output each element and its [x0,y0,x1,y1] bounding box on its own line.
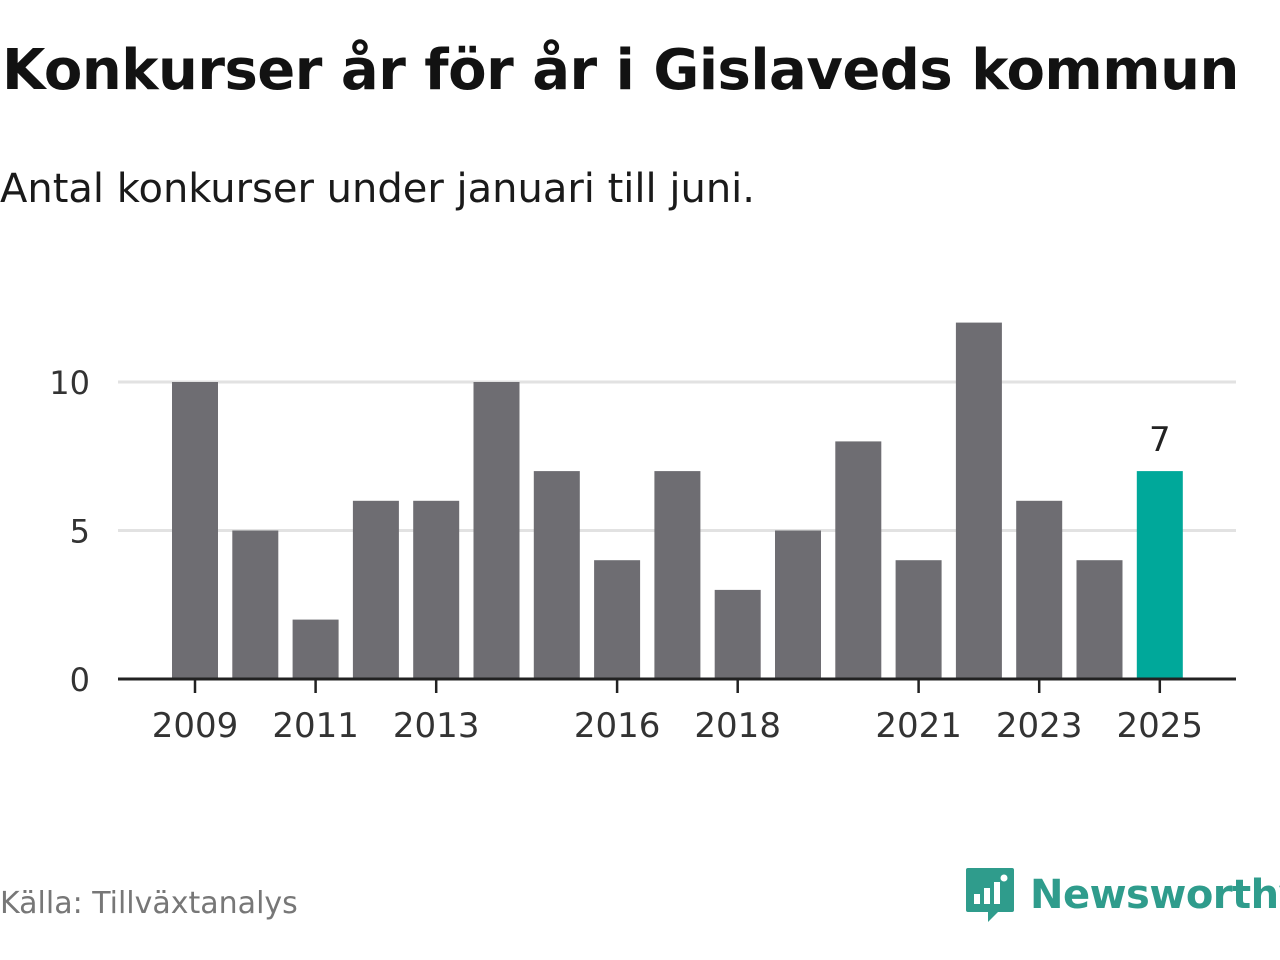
bar-2022 [955,322,1002,679]
bar-2012 [352,500,399,679]
y-tick-label: 0 [70,661,90,699]
x-tick-label: 2023 [996,706,1083,746]
source-note: Källa: Tillväxtanalys [0,886,298,921]
y-axis-labels: 0 5 10 [49,364,90,699]
bar-2010 [232,530,279,679]
bars [172,322,1183,679]
brand-name: Newsworthy [1030,872,1280,918]
chart-title: Konkurser år för år i Gislaveds kommun [2,38,1239,103]
newsworthy-logo-icon [966,868,1014,922]
bar-2024 [1076,560,1123,679]
data-label-2025: 7 [1149,420,1171,460]
bar-2014 [473,382,520,679]
bar-2021 [895,560,942,679]
x-axis-labels: 2009 2011 2013 2016 2018 2021 2023 2025 [152,706,1203,746]
bar-2009 [172,382,218,679]
bar-2015 [533,471,580,679]
bar-2013 [413,500,460,679]
x-tick-label: 2018 [694,706,781,746]
bar-2018 [714,589,761,679]
x-tick-label: 2013 [393,706,480,746]
bar-2019 [775,530,821,679]
brand-logo: Newsworthy [964,866,1280,924]
chart-subtitle: Antal konkurser under januari till juni. [0,166,755,212]
bar-2020 [835,441,882,679]
x-tick-label: 2009 [152,706,239,746]
x-tick-label: 2011 [272,706,359,746]
y-tick-label: 10 [49,364,90,402]
x-axis [118,677,1236,693]
bar-2016 [594,560,641,679]
y-tick-label: 5 [70,513,90,551]
bar-2011 [292,619,339,679]
bar-2017 [654,471,701,679]
x-tick-label: 2016 [574,706,661,746]
bar-2025 [1136,471,1183,679]
x-tick-label: 2021 [875,706,962,746]
data-labels: 7 [1149,420,1171,460]
x-tick-label: 2025 [1117,706,1204,746]
bar-2023 [1016,500,1063,679]
